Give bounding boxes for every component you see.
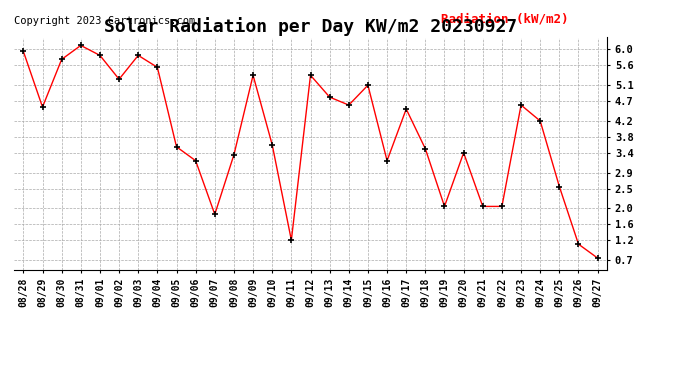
Text: Copyright 2023 Cartronics.com: Copyright 2023 Cartronics.com — [14, 16, 195, 26]
Text: Radiation (kW/m2): Radiation (kW/m2) — [441, 13, 569, 26]
Title: Solar Radiation per Day KW/m2 20230927: Solar Radiation per Day KW/m2 20230927 — [104, 17, 517, 36]
